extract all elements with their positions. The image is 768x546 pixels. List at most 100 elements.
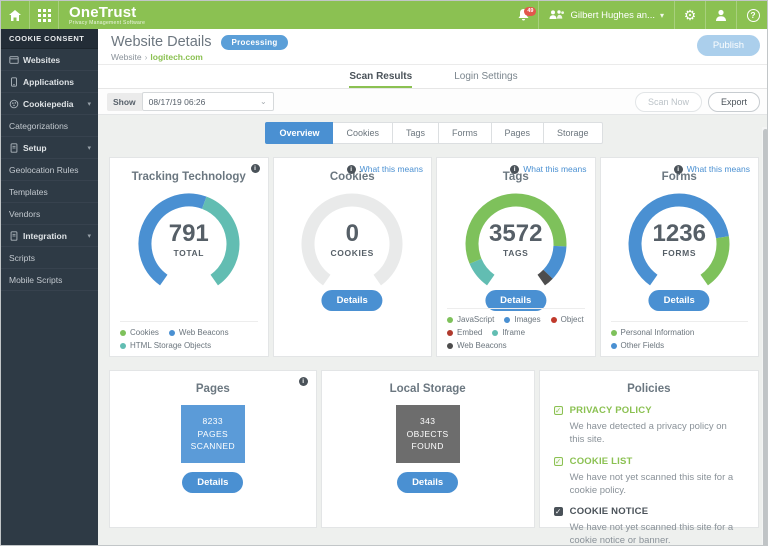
- legend: JavaScript Images Object Embed Iframe Web Bea…: [447, 308, 585, 350]
- sidebar-item-categorizations[interactable]: Categorizations: [1, 115, 98, 137]
- subtab-forms[interactable]: Forms: [439, 122, 492, 144]
- legend-dot: [168, 329, 175, 336]
- detail-cards-row: i Pages 8233 PAGES SCANNED Details Local S…: [109, 370, 759, 545]
- card-cookies: i What this means Cookies 0 COOKIES Detai…: [272, 157, 432, 357]
- info-icon[interactable]: i: [298, 377, 308, 386]
- account-switcher[interactable]: Gilbert Hughes an... ▾: [539, 1, 674, 29]
- sidebar-item-websites[interactable]: Websites: [1, 49, 98, 71]
- policy-item-privacy-policy: ✓ PRIVACY POLICY We have detected a privac…: [553, 405, 746, 447]
- tabs-row: Scan Results Login Settings: [98, 65, 767, 89]
- chevron-down-icon: ⌄: [259, 97, 267, 106]
- sidebar-header: COOKIE CONSENT: [1, 29, 98, 49]
- gauge-segment-web-beacons: [138, 193, 207, 286]
- policy-checkbox[interactable]: ✓: [553, 507, 563, 517]
- sidebar-item-templates[interactable]: Templates: [1, 181, 98, 203]
- legend-item-embed: Embed: [447, 328, 482, 337]
- local-storage-details-button[interactable]: Details: [397, 472, 459, 493]
- policy-item-cookie-list: ✓ COOKIE LIST We have not yet scanned this…: [553, 456, 746, 498]
- sidebar-item-scripts[interactable]: Scripts: [1, 247, 98, 269]
- policy-checkbox[interactable]: ✓: [553, 406, 563, 415]
- info-corner[interactable]: i: [250, 164, 260, 173]
- breadcrumb-root[interactable]: Website: [111, 52, 142, 62]
- user-icon[interactable]: [706, 1, 736, 29]
- info-icon[interactable]: i: [250, 164, 260, 173]
- legend-item-personal-information: Personal Information: [610, 328, 694, 337]
- gear-icon[interactable]: ⚙: [683, 7, 697, 23]
- legend-item-object: Object: [550, 315, 584, 324]
- sidebar-item-label: Applications: [23, 76, 75, 87]
- divider: [674, 1, 675, 29]
- page-title: Website Details: [111, 34, 212, 50]
- subtab-pages[interactable]: Pages: [491, 122, 545, 144]
- sidebar-item-mobile-scripts[interactable]: Mobile Scripts: [1, 269, 98, 291]
- what-this-means-link[interactable]: i What this means: [673, 164, 750, 174]
- legend-dot: [504, 316, 511, 323]
- browser-icon: [9, 55, 23, 65]
- count-box-line: SCANNED: [190, 441, 235, 452]
- legend-dot: [120, 342, 126, 349]
- subtab-storage[interactable]: Storage: [544, 122, 603, 144]
- scan-now-button[interactable]: Scan Now: [634, 91, 702, 112]
- card-tracking-technology: i Tracking Technology 791 TOTAL Cookies W…: [109, 157, 269, 357]
- overview-content: Overview Cookies Tags Forms Pages Storage i T…: [98, 115, 767, 545]
- chevron-down-icon: ▾: [87, 144, 91, 152]
- legend-dot: [610, 342, 617, 349]
- mobile-icon: [9, 76, 23, 87]
- scan-toolbar: Show 08/17/19 06:26 ⌄ Scan Now Export: [98, 89, 767, 115]
- tags-details-button[interactable]: Details: [485, 290, 547, 311]
- legend-dot: [550, 316, 557, 323]
- tab-scan-results[interactable]: Scan Results: [349, 65, 413, 88]
- sidebar-item-integration[interactable]: Integration ▾: [1, 225, 98, 247]
- sidebar-item-cookiepedia[interactable]: Cookiepedia ▾: [1, 93, 98, 115]
- card-tags: i What this means Tags 3572 TAGS Details …: [436, 157, 596, 357]
- card-title: Tracking Technology: [131, 171, 246, 183]
- pages-details-button[interactable]: Details: [182, 472, 244, 493]
- legend-dot: [492, 329, 499, 336]
- doc-icon: [9, 142, 23, 153]
- scan-date-select[interactable]: 08/17/19 06:26 ⌄: [141, 92, 274, 111]
- policy-label: COOKIE NOTICE: [569, 506, 649, 518]
- apps-grid-icon[interactable]: [30, 1, 58, 29]
- card-title: Pages: [195, 383, 230, 395]
- legend-dot: [447, 316, 453, 323]
- subtab-cookies[interactable]: Cookies: [333, 122, 393, 144]
- publish-button[interactable]: Publish: [696, 35, 760, 56]
- cookies-details-button[interactable]: Details: [321, 290, 383, 311]
- help-icon[interactable]: ?: [737, 1, 767, 29]
- notifications-button[interactable]: 49: [508, 7, 538, 22]
- policy-list: ✓ PRIVACY POLICY We have detected a privac…: [540, 395, 758, 546]
- local-storage-count-box: 343 OBJECTS FOUND: [395, 405, 460, 463]
- divider: [736, 1, 737, 29]
- info-corner[interactable]: i: [298, 377, 308, 386]
- sidebar-item-vendors[interactable]: Vendors: [1, 203, 98, 225]
- sidebar-item-setup[interactable]: Setup ▾: [1, 137, 98, 159]
- export-button[interactable]: Export: [707, 91, 760, 112]
- info-icon: i: [673, 164, 683, 174]
- card-title: Local Storage: [389, 383, 466, 395]
- sidebar-item-applications[interactable]: Applications: [1, 71, 98, 93]
- sidebar-item-label: Vendors: [9, 208, 41, 219]
- tab-login-settings[interactable]: Login Settings: [454, 71, 518, 82]
- card-pages: i Pages 8233 PAGES SCANNED Details: [109, 370, 317, 528]
- count-box-line: 343: [419, 415, 436, 426]
- sidebar-item-label: Templates: [9, 186, 48, 197]
- user-name: Gilbert Hughes an...: [570, 9, 655, 21]
- gauge-segment-none: [301, 193, 403, 286]
- sidebar-item-geolocation-rules[interactable]: Geolocation Rules: [1, 159, 98, 181]
- pages-count-box: 8233 PAGES SCANNED: [180, 405, 245, 463]
- forms-details-button[interactable]: Details: [648, 290, 710, 311]
- top-bar-left: OneTrust Privacy Management Software: [1, 1, 145, 29]
- policy-checkbox[interactable]: ✓: [553, 456, 563, 466]
- gauge-segment-images: [542, 245, 567, 279]
- subtab-overview[interactable]: Overview: [265, 122, 334, 144]
- home-icon[interactable]: [1, 1, 29, 29]
- subtab-tags[interactable]: Tags: [392, 122, 439, 144]
- scrollbar-thumb[interactable]: [763, 129, 767, 545]
- divider: [29, 1, 30, 29]
- what-this-means-link[interactable]: i What this means: [346, 164, 423, 174]
- policy-description: We have not yet scanned this site for a …: [569, 522, 734, 546]
- policy-label: PRIVACY POLICY: [569, 405, 652, 416]
- legend-item-iframe: Iframe: [492, 328, 525, 337]
- what-this-means-link[interactable]: i What this means: [510, 164, 587, 174]
